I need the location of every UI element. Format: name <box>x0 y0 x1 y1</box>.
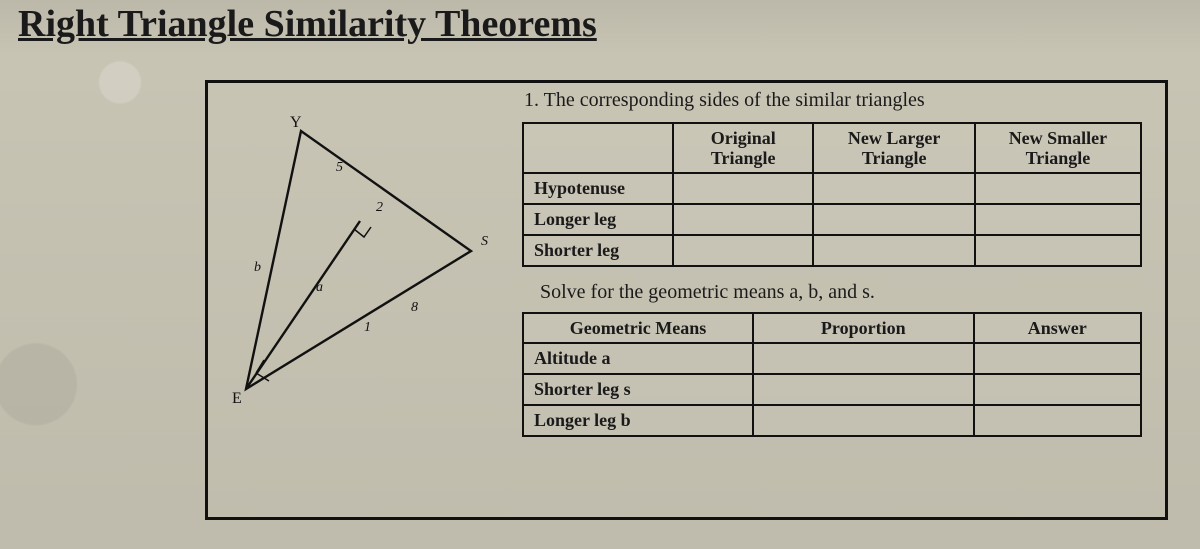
label-8: 8 <box>411 300 418 315</box>
cell <box>673 204 813 235</box>
table-row: Longer leg b <box>523 405 1141 436</box>
col-answer: Answer <box>974 313 1141 343</box>
cell <box>813 204 974 235</box>
label-a: a <box>316 280 323 295</box>
label-5: 5 <box>336 160 343 175</box>
table-row: Shorter leg s <box>523 374 1141 405</box>
label-b: b <box>254 260 261 275</box>
cell <box>753 343 974 374</box>
cell <box>974 405 1141 436</box>
cell <box>813 235 974 266</box>
cell <box>974 343 1141 374</box>
cell <box>813 173 974 204</box>
cell <box>975 235 1141 266</box>
worksheet-box: Y E 5 8 S a 2 1 b 1. The corresponding s… <box>205 80 1168 520</box>
table-row: Shorter leg <box>523 235 1141 266</box>
right-column: 1. The corresponding sides of the simila… <box>518 89 1151 503</box>
row-shorter-leg-s: Shorter leg s <box>523 374 753 405</box>
cell <box>753 405 974 436</box>
page-title: Right Triangle Similarity Theorems <box>18 2 597 46</box>
vertex-E: E <box>232 390 242 407</box>
col-blank <box>523 123 673 173</box>
row-hypotenuse: Hypotenuse <box>523 173 673 204</box>
col-smaller: New Smaller Triangle <box>975 123 1141 173</box>
cell <box>753 374 974 405</box>
cell <box>975 173 1141 204</box>
row-shorter-leg: Shorter leg <box>523 235 673 266</box>
table-row: Hypotenuse <box>523 173 1141 204</box>
col-larger: New Larger Triangle <box>813 123 974 173</box>
instruction-1: 1. The corresponding sides of the simila… <box>524 89 1151 112</box>
table-header-row: Geometric Means Proportion Answer <box>523 313 1141 343</box>
label-2: 2 <box>376 200 383 215</box>
vertex-Y: Y <box>290 114 302 131</box>
col-proportion: Proportion <box>753 313 974 343</box>
table-corresponding-sides: Original Triangle New Larger Triangle Ne… <box>522 122 1142 267</box>
table-row: Longer leg <box>523 204 1141 235</box>
label-1: 1 <box>364 320 371 335</box>
label-S: S <box>481 234 488 249</box>
triangle-figure: Y E 5 8 S a 2 1 b <box>236 111 491 411</box>
col-original: Original Triangle <box>673 123 813 173</box>
table-geometric-means: Geometric Means Proportion Answer Altitu… <box>522 312 1142 437</box>
row-longer-leg-b: Longer leg b <box>523 405 753 436</box>
row-altitude-a: Altitude a <box>523 343 753 374</box>
cell <box>975 204 1141 235</box>
table-header-row: Original Triangle New Larger Triangle Ne… <box>523 123 1141 173</box>
table-row: Altitude a <box>523 343 1141 374</box>
row-longer-leg: Longer leg <box>523 204 673 235</box>
cell <box>974 374 1141 405</box>
cell <box>673 235 813 266</box>
instruction-2: Solve for the geometric means a, b, and … <box>540 281 1151 304</box>
cell <box>673 173 813 204</box>
col-geometric-means: Geometric Means <box>523 313 753 343</box>
